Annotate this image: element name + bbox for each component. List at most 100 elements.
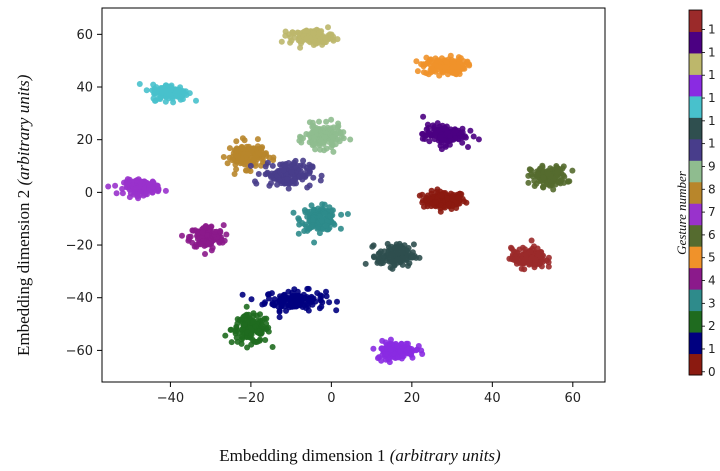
colorbar-segment [689, 160, 702, 183]
colorbar-segment [689, 31, 702, 54]
x-axis-ticks: −40 −20 0 20 40 60 [157, 382, 581, 406]
data-point-gesture-9 [328, 144, 335, 151]
data-point-gesture-13 [403, 347, 410, 354]
data-point-gesture-9 [310, 141, 317, 148]
data-point-gesture-8 [266, 154, 273, 161]
colorbar-segment [689, 353, 702, 376]
data-point-gesture-11 [410, 241, 417, 248]
data-point-gesture-14 [278, 38, 285, 45]
data-point-gesture-10 [280, 167, 287, 174]
data-point-gesture-10 [304, 184, 311, 191]
data-point-gesture-6 [528, 171, 535, 178]
data-point-gesture-15 [440, 137, 447, 144]
data-point-gesture-16 [512, 256, 519, 263]
data-point-gesture-1 [239, 291, 246, 298]
data-point-gesture-2 [233, 323, 240, 330]
x-axis-label: Embedding dimension 1 (arbitrary units) [219, 446, 501, 465]
colorbar-segment [689, 224, 702, 247]
data-point-gesture-10 [310, 174, 317, 181]
data-point-gesture-9 [311, 134, 318, 141]
data-point-gesture-15 [425, 125, 432, 131]
data-point-gesture-5 [427, 56, 434, 63]
colorbar-tick-label: 7 [708, 205, 716, 219]
data-point-gesture-15 [467, 127, 474, 134]
y-axis-label: Embedding dimension 2 (arbitrary units) [14, 74, 33, 356]
x-tick-label: −20 [237, 391, 264, 406]
data-point-gesture-3 [311, 239, 318, 246]
data-point-gesture-2 [244, 344, 251, 351]
data-point-gesture-15 [452, 128, 459, 135]
data-point-gesture-9 [334, 124, 341, 131]
data-point-gesture-4 [197, 241, 204, 248]
y-tick-label: −20 [66, 239, 93, 254]
data-point-gesture-10 [269, 162, 276, 169]
data-point-gesture-12 [143, 87, 150, 94]
data-point-gesture-0 [424, 203, 431, 210]
data-point-gesture-1 [334, 298, 340, 305]
data-point-gesture-4 [220, 222, 227, 229]
data-point-gesture-9 [321, 134, 328, 141]
data-point-gesture-12 [181, 90, 188, 97]
x-tick-label: 0 [327, 391, 335, 406]
data-point-gesture-2 [252, 323, 259, 330]
data-point-gesture-11 [408, 254, 415, 261]
data-point-gesture-3 [321, 210, 328, 217]
data-point-gesture-12 [136, 81, 143, 87]
data-point-gesture-5 [452, 63, 459, 70]
data-point-gesture-9 [323, 145, 330, 152]
data-point-gesture-14 [287, 34, 294, 41]
colorbar-tick-label: 5 [708, 251, 716, 265]
data-point-gesture-4 [223, 231, 230, 238]
data-point-gesture-16 [528, 237, 535, 244]
data-point-gesture-2 [261, 315, 268, 322]
data-point-gesture-14 [302, 28, 309, 35]
data-point-gesture-16 [538, 263, 545, 270]
colorbar-segment [689, 10, 702, 32]
data-point-gesture-11 [376, 256, 383, 262]
data-point-gesture-3 [327, 213, 333, 220]
data-point-gesture-9 [317, 138, 324, 145]
data-point-gesture-3 [338, 211, 345, 218]
data-point-gesture-12 [177, 89, 183, 95]
data-point-gesture-1 [265, 291, 272, 298]
data-point-gesture-1 [262, 299, 268, 306]
data-point-gesture-3 [315, 205, 322, 212]
axes-frame [101, 7, 606, 383]
data-point-gesture-1 [276, 308, 283, 315]
data-point-gesture-12 [169, 95, 176, 102]
data-point-gesture-3 [314, 225, 321, 232]
colorbar-tick-label: 1 [708, 45, 716, 59]
colorbar-tick-label: 1 [708, 23, 716, 37]
data-point-gesture-0 [432, 199, 439, 205]
data-point-gesture-13 [379, 337, 386, 344]
data-point-gesture-13 [399, 353, 406, 360]
data-point-gesture-5 [441, 64, 448, 71]
data-point-gesture-9 [316, 118, 322, 125]
data-point-gesture-12 [150, 95, 157, 102]
data-point-gesture-12 [153, 84, 160, 91]
data-point-gesture-6 [545, 170, 552, 177]
data-point-gesture-10 [300, 171, 307, 178]
data-point-gesture-8 [231, 171, 238, 177]
data-point-gesture-5 [464, 58, 471, 65]
data-point-gesture-16 [529, 254, 536, 261]
data-point-gesture-2 [240, 322, 247, 328]
data-point-gesture-1 [305, 303, 311, 310]
data-point-gesture-6 [539, 162, 546, 169]
data-point-gesture-8 [233, 138, 240, 145]
data-point-gesture-14 [310, 42, 317, 48]
colorbar-tick-label: 2 [708, 319, 716, 333]
data-point-gesture-3 [344, 211, 351, 217]
data-point-gesture-0 [449, 195, 456, 202]
data-point-gesture-14 [282, 28, 289, 35]
data-point-gesture-0 [428, 187, 435, 194]
data-point-gesture-6 [559, 165, 566, 172]
data-point-gesture-10 [306, 168, 313, 175]
data-point-gesture-2 [248, 331, 255, 338]
data-point-gesture-14 [330, 33, 337, 40]
colorbar-segment [689, 181, 702, 204]
colorbar-segment [689, 117, 702, 140]
data-point-gesture-11 [399, 261, 406, 268]
data-point-gesture-6 [565, 178, 572, 185]
data-point-gesture-10 [255, 171, 262, 177]
